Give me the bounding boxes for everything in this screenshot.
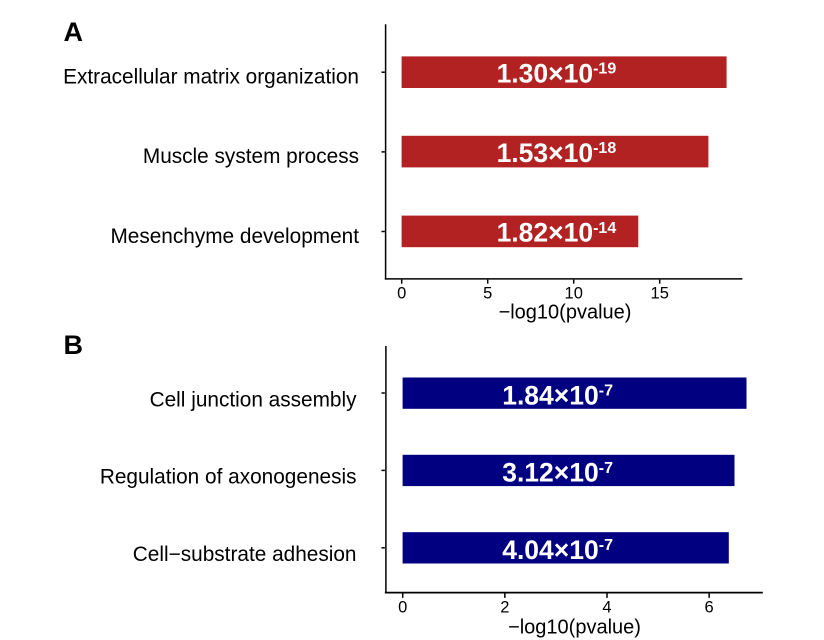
svg-text:Cell−substrate adhesion: Cell−substrate adhesion bbox=[133, 543, 357, 566]
svg-text:6: 6 bbox=[705, 598, 714, 616]
svg-text:5: 5 bbox=[483, 285, 492, 303]
svg-text:2: 2 bbox=[500, 598, 509, 616]
svg-text:10: 10 bbox=[565, 285, 583, 303]
svg-text:Muscle system process: Muscle system process bbox=[143, 145, 359, 168]
svg-text:0: 0 bbox=[397, 285, 406, 303]
svg-text:Extracellular matrix organizat: Extracellular matrix organization bbox=[63, 65, 359, 88]
svg-text:3.12×10-7: 3.12×10-7 bbox=[502, 458, 613, 488]
svg-text:4: 4 bbox=[602, 598, 611, 616]
svg-text:0: 0 bbox=[398, 598, 407, 616]
svg-text:Cell junction assembly: Cell junction assembly bbox=[150, 388, 358, 411]
svg-text:1.84×10-7: 1.84×10-7 bbox=[502, 380, 613, 410]
svg-text:4.04×10-7: 4.04×10-7 bbox=[502, 535, 613, 565]
svg-text:A: A bbox=[64, 17, 84, 47]
svg-text:15: 15 bbox=[651, 285, 669, 303]
svg-text:B: B bbox=[64, 330, 84, 360]
svg-text:−log10(pvalue): −log10(pvalue) bbox=[508, 616, 641, 638]
svg-text:−log10(pvalue): −log10(pvalue) bbox=[499, 302, 632, 324]
svg-text:Regulation of axonogenesis: Regulation of axonogenesis bbox=[100, 466, 357, 489]
svg-text:Mesenchyme development: Mesenchyme development bbox=[110, 225, 359, 248]
